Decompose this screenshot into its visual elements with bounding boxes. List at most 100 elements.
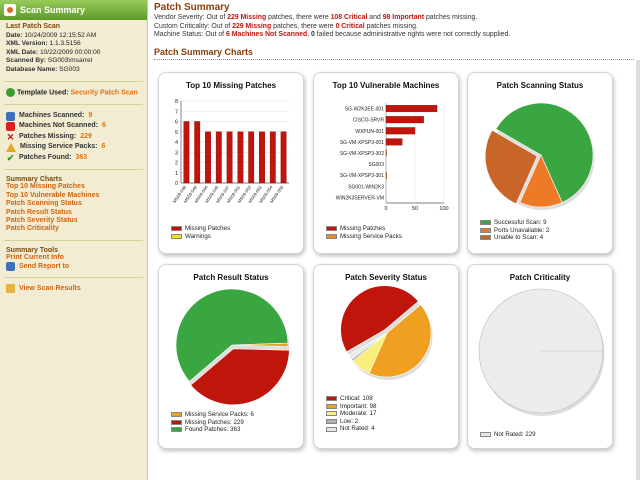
- chart-title: Patch Severity Status: [345, 273, 427, 282]
- bar: [385, 116, 424, 124]
- text: ,: [307, 31, 312, 39]
- not-scanned-count: 6 Machines Not Scanned: [226, 31, 308, 39]
- stat-patches-found[interactable]: ✔ Patches Found: 363: [6, 153, 141, 164]
- chart-legend: Missing Patches Warnings: [171, 225, 230, 240]
- legend-item: Moderate: 17: [326, 410, 376, 418]
- summary-tools-title: Summary Tools: [6, 246, 58, 254]
- email-icon: [6, 262, 15, 272]
- sidebar-header[interactable]: Scan Summary: [0, 0, 147, 20]
- legend-label: Ports Unavailable: 2: [494, 226, 550, 234]
- legend-label: Unable to Scan: 4: [494, 234, 544, 242]
- database-label: Database Name:: [6, 65, 58, 73]
- bar: [237, 131, 244, 184]
- stat-value: 9: [88, 111, 93, 119]
- text: Machine Status: Out of: [154, 31, 227, 39]
- stat-value: 363: [75, 153, 88, 161]
- text: Vendor Severity: Out of: [154, 14, 228, 21]
- stat-value: 6: [101, 143, 106, 151]
- pie-slice: [190, 348, 290, 406]
- link-top-10-missing-patches[interactable]: Top 10 Missing Patches: [6, 183, 85, 191]
- send-report-link[interactable]: Send Report to: [19, 262, 70, 270]
- chart-legend: Successful Scan: 9 Ports Unavailable: 2 …: [480, 219, 549, 242]
- stat-machines-not-scanned[interactable]: Machines Not Scanned: 6: [6, 121, 141, 132]
- template-used: Template Used: Security Patch Scan: [0, 85, 147, 101]
- view-scan-results-row[interactable]: View Scan Results: [6, 284, 141, 294]
- bar: [194, 121, 201, 184]
- stat-label: Machines Scanned:: [19, 111, 85, 119]
- pie-slice: [348, 332, 388, 360]
- stat-machines-scanned[interactable]: Machines Scanned: 9: [6, 111, 141, 122]
- pie-slice: [519, 154, 563, 208]
- template-value[interactable]: Security Patch Scan: [70, 88, 138, 96]
- sidebar: Scan Summary Last Patch Scan Date: 10/24…: [0, 0, 148, 480]
- y-tick-label: 7: [175, 109, 178, 115]
- y-tick-label: 6: [175, 120, 178, 126]
- divider: [4, 80, 143, 82]
- link-patch-result-status[interactable]: Patch Result Status: [6, 208, 72, 216]
- stat-patches-missing[interactable]: ✕ Patches Missing: 229: [6, 132, 141, 143]
- bar: [385, 138, 403, 146]
- stat-label: Patches Found:: [19, 153, 72, 161]
- legend-swatch: [326, 233, 337, 239]
- link-patch-severity-status[interactable]: Patch Severity Status: [6, 217, 78, 225]
- x-tick-label: 50: [412, 206, 418, 212]
- warning-icon: [6, 143, 16, 153]
- link-patch-criticality[interactable]: Patch Criticality: [6, 225, 59, 233]
- template-icon: [6, 87, 15, 97]
- legend-item: Ports Unavailable: 2: [480, 227, 549, 235]
- bar: [385, 105, 438, 113]
- bar: [385, 171, 387, 179]
- legend-item: Missing Service Packs: [326, 233, 402, 241]
- failed-count: 0: [311, 31, 315, 39]
- page-title: Patch Summary: [154, 2, 230, 13]
- send-report-row[interactable]: Send Report to: [6, 262, 141, 272]
- legend-label: Warnings: [185, 232, 211, 240]
- stat-missing-service-packs[interactable]: Missing Service Packs: 6: [6, 142, 141, 153]
- bar: [215, 131, 222, 184]
- computer-x-icon: [6, 122, 15, 132]
- vendor-severity-line: Vendor Severity: Out of 229 Missing patc…: [154, 14, 634, 23]
- scanned-by-value: SG003\msarrel: [47, 57, 93, 65]
- chart-title: Patch Result Status: [193, 273, 269, 282]
- text: patches, there were: [271, 22, 336, 30]
- print-current-info-link[interactable]: Print Current Info: [6, 253, 64, 261]
- bar: [226, 131, 233, 184]
- bar: [183, 121, 190, 184]
- machine-status-line: Machine Status: Out of 6 Machines Not Sc…: [154, 31, 634, 40]
- link-patch-scanning-status[interactable]: Patch Scanning Status: [6, 200, 82, 208]
- chart-panel-patch-severity-status: Patch Severity Status Critical: 108 Impo…: [313, 264, 459, 449]
- legend-swatch: [171, 419, 182, 425]
- divider: [4, 277, 143, 279]
- pie-slice: [368, 304, 432, 378]
- view-scan-results-link[interactable]: View Scan Results: [19, 284, 81, 292]
- stat-label: Machines Not Scanned:: [19, 122, 98, 130]
- bar: [385, 127, 416, 135]
- legend-item: Unable to Scan: 4: [480, 234, 549, 242]
- scrollbar[interactable]: [636, 60, 640, 480]
- legend-label: Found Patches: 363: [185, 426, 241, 434]
- y-tick-label: SG-VM-XPSP3-302: [340, 151, 384, 157]
- main-content: Patch Summary Vendor Severity: Out of 22…: [148, 0, 640, 480]
- legend-label: Not Rated: 229: [494, 431, 536, 438]
- missing-count: 229 Missing: [232, 22, 272, 30]
- pie-slice: [340, 285, 419, 353]
- chart-legend: Not Rated: 229: [480, 431, 536, 439]
- y-tick-label: 4: [175, 140, 178, 146]
- y-tick-label: 3: [175, 150, 178, 156]
- summary-charts-nav: Summary Charts Top 10 Missing Patches To…: [0, 173, 147, 236]
- sidebar-header-label: Scan Summary: [20, 5, 86, 15]
- legend-label: Missing Patches: [340, 225, 386, 232]
- legend-item: Missing Service Packs: 6: [171, 411, 254, 419]
- legend-label: Missing Service Packs: [340, 232, 402, 240]
- critical-count: 108 Critical: [330, 14, 368, 21]
- summary-charts-title: Summary Charts: [6, 176, 63, 184]
- legend-swatch: [480, 235, 491, 241]
- chart-title: Top 10 Vulnerable Machines: [332, 81, 440, 90]
- y-tick-label: 5: [175, 130, 178, 136]
- custom-criticality-line: Custom Criticality: Out of 229 Missing p…: [154, 23, 634, 32]
- bar: [248, 131, 255, 184]
- legend-item: Not Rated: 4: [326, 425, 376, 433]
- result-status-chart: [175, 288, 290, 406]
- link-top-10-vulnerable-machines[interactable]: Top 10 Vulnerable Machines: [6, 191, 100, 199]
- view-results-section: View Scan Results: [0, 281, 147, 296]
